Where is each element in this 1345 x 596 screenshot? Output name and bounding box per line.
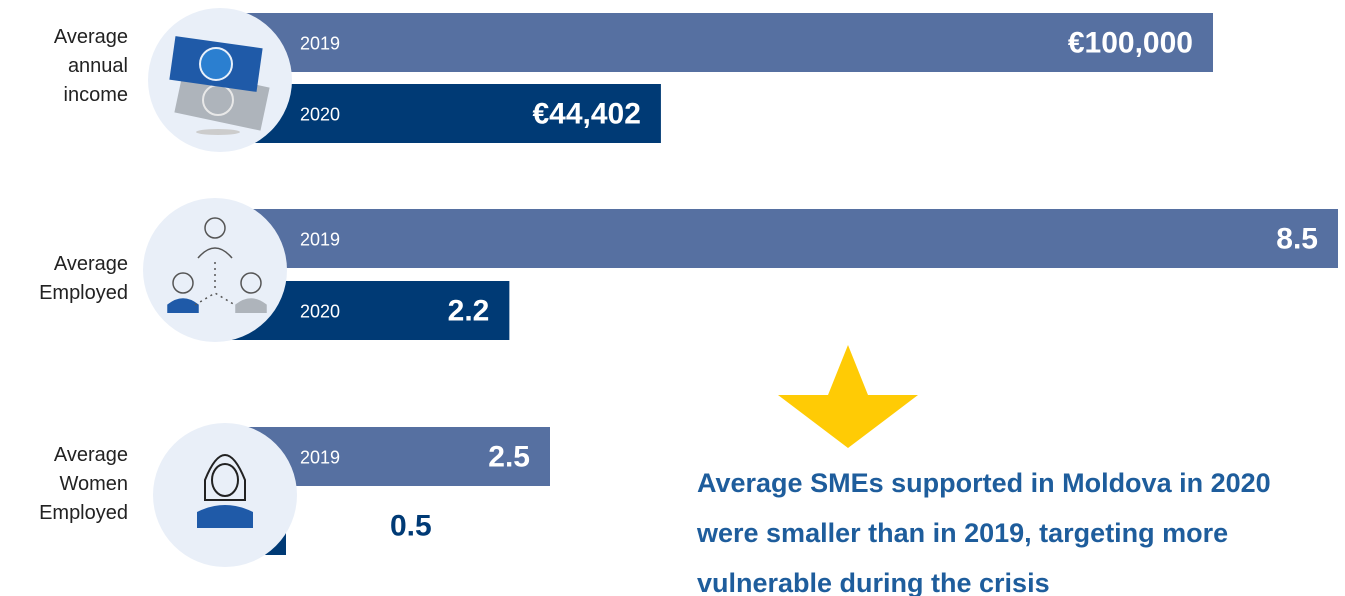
year-label: 2019 (300, 33, 340, 53)
row-label: Average Employed (39, 253, 128, 304)
row-label: Average Women Employed (39, 444, 128, 524)
value-label: 0.5 (390, 509, 432, 542)
year-label: 2019 (300, 447, 340, 467)
value-label: €100,000 (1068, 26, 1193, 59)
value-label: 2.5 (488, 440, 530, 473)
bar (220, 13, 1213, 72)
year-label: 2019 (300, 229, 340, 249)
woman-icon (197, 454, 253, 528)
year-label: 2020 (300, 104, 340, 124)
value-label: 2.2 (448, 294, 490, 327)
bar (220, 209, 1338, 268)
money-icon (169, 36, 270, 135)
bar (220, 84, 661, 143)
row-label: Average annual income (53, 26, 128, 106)
value-label: 8.5 (1276, 222, 1318, 255)
value-label: €44,402 (532, 97, 640, 130)
arrow-star (778, 345, 918, 448)
callout: Average SMEs supported in Moldova in 202… (697, 468, 1271, 596)
year-label: 2020 (300, 301, 340, 321)
people-icon (167, 217, 267, 313)
year-label: 2020 (300, 516, 340, 536)
